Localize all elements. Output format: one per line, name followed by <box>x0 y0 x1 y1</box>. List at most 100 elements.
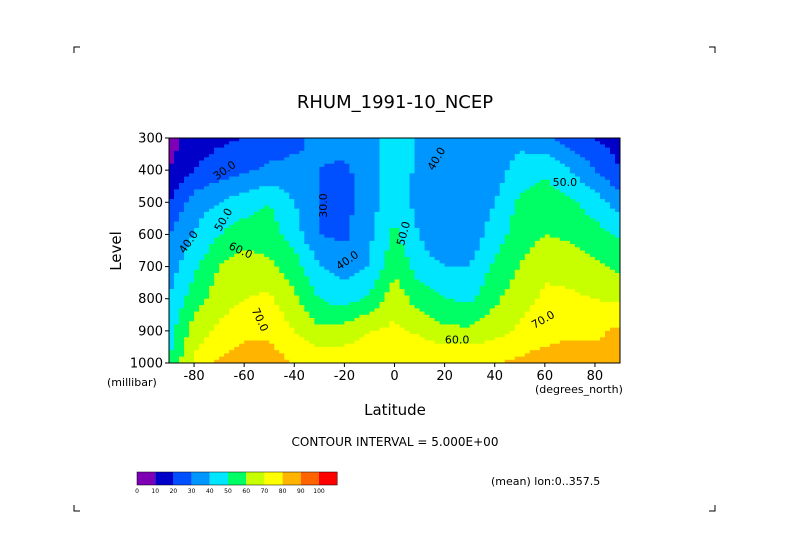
heatmap-cell <box>254 157 260 162</box>
heatmap-cell <box>424 144 431 149</box>
heatmap-cell <box>324 218 330 223</box>
heatmap-cell <box>349 305 356 309</box>
heatmap-cell <box>244 234 250 239</box>
heatmap-cell <box>574 144 581 149</box>
heatmap-cell <box>359 276 366 281</box>
heatmap-cell <box>334 285 340 290</box>
heatmap-cell <box>514 276 521 281</box>
heatmap-cell <box>259 273 265 277</box>
heatmap-cell <box>224 221 230 226</box>
heatmap-cell <box>419 144 426 149</box>
heatmap-cell <box>439 205 446 210</box>
heatmap-cell <box>349 157 356 162</box>
heatmap-cell <box>574 263 581 268</box>
heatmap-cell <box>404 273 411 277</box>
heatmap-cell <box>244 273 250 277</box>
heatmap-cell <box>354 301 361 306</box>
heatmap-cell <box>184 160 190 165</box>
heatmap-cell <box>449 218 456 223</box>
heatmap-cell <box>369 301 376 306</box>
heatmap-cell <box>364 211 371 216</box>
heatmap-cell <box>254 305 260 309</box>
heatmap-cell <box>234 295 240 300</box>
heatmap-cell <box>249 240 255 245</box>
heatmap-cell <box>289 253 295 258</box>
heatmap-cell <box>169 157 175 162</box>
heatmap-cell <box>234 247 240 252</box>
heatmap-cell <box>329 138 335 142</box>
heatmap-cell <box>349 308 356 313</box>
heatmap-cell <box>549 179 556 184</box>
heatmap-cell <box>309 224 315 229</box>
heatmap-cell <box>334 199 340 203</box>
heatmap-cell <box>594 205 601 210</box>
heatmap-cell <box>424 179 431 184</box>
heatmap-cell <box>294 166 300 171</box>
heatmap-cell <box>614 179 620 184</box>
heatmap-cell <box>559 273 566 277</box>
heatmap-cell <box>394 224 401 229</box>
heatmap-cell <box>224 260 230 264</box>
heatmap-cell <box>199 298 205 303</box>
heatmap-cell <box>469 250 476 255</box>
heatmap-cell <box>434 228 441 232</box>
heatmap-cell <box>574 221 581 226</box>
heatmap-cell <box>469 266 476 271</box>
heatmap-cell <box>309 154 315 158</box>
heatmap-cell <box>314 150 320 155</box>
heatmap-cell <box>404 202 411 207</box>
heatmap-cell <box>234 179 240 184</box>
heatmap-cell <box>304 279 310 284</box>
heatmap-cell <box>489 234 496 239</box>
heatmap-cell <box>304 147 310 152</box>
heatmap-cell <box>364 138 371 142</box>
heatmap-cell <box>319 199 325 203</box>
heatmap-cell <box>614 282 620 287</box>
heatmap-cell <box>259 160 265 165</box>
heatmap-cell <box>374 179 381 184</box>
heatmap-cell <box>229 279 235 284</box>
heatmap-cell <box>474 160 481 165</box>
heatmap-cell <box>314 189 320 194</box>
heatmap-cell <box>184 192 190 197</box>
heatmap-cell <box>174 170 180 174</box>
heatmap-cell <box>209 314 215 319</box>
heatmap-cell <box>474 154 481 158</box>
heatmap-cell <box>314 285 320 290</box>
heatmap-cell <box>189 170 195 174</box>
heatmap-cell <box>459 221 466 226</box>
heatmap-cell <box>289 301 295 306</box>
heatmap-cell <box>594 311 601 316</box>
heatmap-cell <box>279 157 285 162</box>
heatmap-cell <box>184 211 190 216</box>
heatmap-cell <box>459 301 466 306</box>
heatmap-cell <box>489 163 496 168</box>
heatmap-cell <box>539 138 546 142</box>
heatmap-cell <box>569 228 576 232</box>
heatmap-cell <box>239 279 245 284</box>
heatmap-cell <box>179 273 185 277</box>
heatmap-cell <box>434 237 441 242</box>
heatmap-cell <box>524 263 531 268</box>
heatmap-cell <box>389 269 396 274</box>
heatmap-cell <box>244 308 250 313</box>
heatmap-cell <box>209 292 215 297</box>
heatmap-cell <box>459 263 466 268</box>
heatmap-cell <box>294 269 300 274</box>
heatmap-cell <box>579 228 586 232</box>
heatmap-cell <box>524 186 531 191</box>
heatmap-cell <box>539 224 546 229</box>
heatmap-cell <box>334 314 340 319</box>
heatmap-cell <box>404 170 411 174</box>
heatmap-cell <box>289 179 295 184</box>
heatmap-cell <box>544 263 551 268</box>
heatmap-cell <box>289 305 295 309</box>
heatmap-cell <box>549 199 556 203</box>
heatmap-cell <box>369 144 376 149</box>
heatmap-cell <box>169 224 175 229</box>
heatmap-cell <box>524 305 531 309</box>
heatmap-cell <box>594 285 601 290</box>
heatmap-cell <box>529 192 536 197</box>
heatmap-cell <box>189 154 195 158</box>
heatmap-cell <box>359 285 366 290</box>
